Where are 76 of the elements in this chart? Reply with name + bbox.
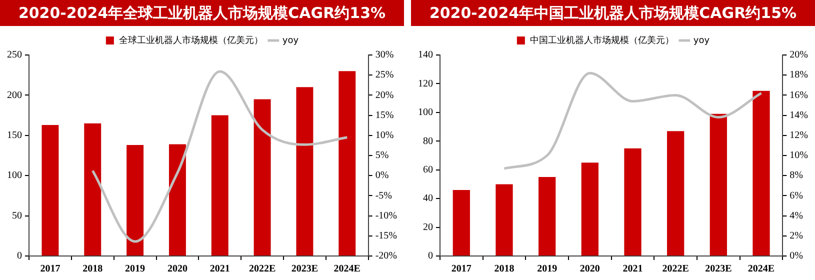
x-tick-label: 2023E — [291, 264, 318, 275]
bar — [296, 87, 314, 256]
y2-tick-label: -10% — [375, 210, 398, 222]
x-tick-label: 2020 — [167, 264, 188, 275]
bar — [126, 145, 144, 256]
y2-tick-label: 12% — [790, 130, 808, 142]
bar — [624, 148, 642, 256]
y2-tick-label: 2% — [790, 230, 804, 242]
y-tick-label: 20 — [423, 222, 433, 233]
bar — [538, 177, 556, 256]
bar — [452, 190, 470, 256]
y-tick-label: 120 — [418, 78, 433, 90]
x-tick-label: 2024E — [334, 264, 361, 275]
y-tick-label: 40 — [423, 193, 433, 204]
x-tick-label: 2019 — [537, 264, 558, 275]
x-tick-label: 2021 — [622, 264, 643, 275]
y-tick-label: 50 — [12, 210, 22, 222]
bar — [496, 184, 513, 256]
y2-tick-label: -20% — [375, 250, 398, 262]
x-tick-label: 2019 — [125, 264, 146, 275]
y-tick-label: 80 — [423, 136, 433, 147]
y2-tick-label: 14% — [790, 110, 808, 121]
y-tick-label: 150 — [7, 130, 22, 142]
legend-label: yoy — [693, 36, 710, 46]
x-tick-label: 2018 — [494, 264, 514, 275]
y2-tick-label: 20% — [375, 90, 394, 101]
x-tick-label: 2023E — [705, 264, 732, 275]
y-tick-label: 60 — [423, 164, 433, 176]
y2-tick-label: 20% — [790, 50, 808, 61]
bar — [84, 123, 102, 256]
y2-tick-label: 4% — [790, 210, 804, 222]
y-tick-label: 250 — [7, 50, 22, 61]
y2-tick-label: 16% — [790, 90, 808, 101]
y2-tick-label: 8% — [790, 170, 804, 182]
bar — [254, 99, 271, 256]
y2-tick-label: 6% — [790, 190, 804, 202]
x-tick-label: 2022E — [662, 264, 690, 275]
y-tick-label: 200 — [7, 90, 22, 101]
y2-tick-label: 0% — [375, 170, 389, 182]
y2-tick-label: 30% — [375, 50, 394, 61]
bar — [211, 115, 228, 256]
bar — [667, 131, 684, 256]
y2-tick-label: 10% — [375, 130, 394, 142]
bar — [338, 71, 356, 256]
y2-tick-label: 18% — [790, 70, 808, 81]
chart-title: 2020-2024年全球工业机器人市场规模CAGR约13% — [0, 0, 404, 26]
x-tick-label: 2020 — [580, 264, 600, 275]
y-tick-label: 0 — [17, 250, 22, 262]
y2-tick-label: 10% — [790, 150, 808, 162]
x-tick-label: 2021 — [210, 264, 230, 275]
chart-title: 2020-2024年中国工业机器人市场规模CAGR约15% — [411, 0, 815, 26]
x-tick-label: 2022E — [248, 264, 276, 275]
y2-tick-label: 15% — [375, 110, 394, 121]
y2-tick-label: -15% — [375, 230, 398, 242]
bar — [710, 114, 727, 256]
legend-label: 中国工业机器人市场规模（亿美元） — [530, 34, 674, 46]
bar — [168, 144, 186, 256]
y2-tick-label: 5% — [375, 150, 389, 162]
y-tick-label: 0 — [428, 250, 433, 262]
x-tick-label: 2024E — [748, 264, 775, 275]
x-tick-label: 2017 — [451, 264, 472, 275]
y-tick-label: 100 — [7, 170, 22, 182]
y2-tick-label: 0% — [790, 250, 804, 262]
y-tick-label: 140 — [418, 50, 433, 61]
bar — [752, 90, 770, 256]
legend-label: yoy — [282, 36, 300, 46]
x-tick-label: 2017 — [40, 264, 60, 275]
bar — [42, 124, 59, 256]
y2-tick-label: 25% — [375, 70, 394, 81]
legend-label: 全球工业机器人市场规模（亿美元） — [118, 34, 263, 46]
y2-tick-label: -5% — [375, 190, 392, 202]
line-series — [91, 70, 348, 243]
x-tick-label: 2018 — [82, 264, 103, 275]
y-tick-label: 100 — [418, 107, 433, 118]
line-series — [503, 72, 763, 170]
bar — [581, 162, 598, 256]
